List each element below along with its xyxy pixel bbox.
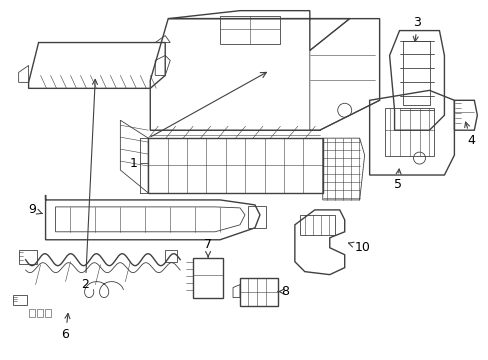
Text: 10: 10: [348, 241, 370, 254]
Bar: [13, 294, 26, 305]
Bar: [240, 278, 277, 306]
Bar: [165, 250, 177, 262]
Bar: [37, 310, 42, 318]
Bar: [29, 310, 35, 318]
Bar: [247, 206, 265, 228]
Text: 8: 8: [278, 285, 288, 298]
Text: 5: 5: [393, 169, 401, 192]
Bar: [402, 41, 429, 105]
Bar: [384, 108, 433, 156]
Text: 3: 3: [412, 16, 421, 41]
Text: 6: 6: [61, 314, 70, 341]
Text: 4: 4: [464, 122, 474, 147]
Bar: [19, 250, 37, 264]
Text: 9: 9: [29, 203, 42, 216]
Bar: [148, 138, 322, 193]
Text: 1: 1: [129, 157, 137, 170]
Bar: [44, 310, 50, 318]
Bar: [193, 258, 223, 298]
Bar: [220, 15, 279, 44]
Text: 2: 2: [81, 80, 97, 291]
Bar: [299, 215, 334, 235]
Text: 7: 7: [203, 238, 212, 257]
